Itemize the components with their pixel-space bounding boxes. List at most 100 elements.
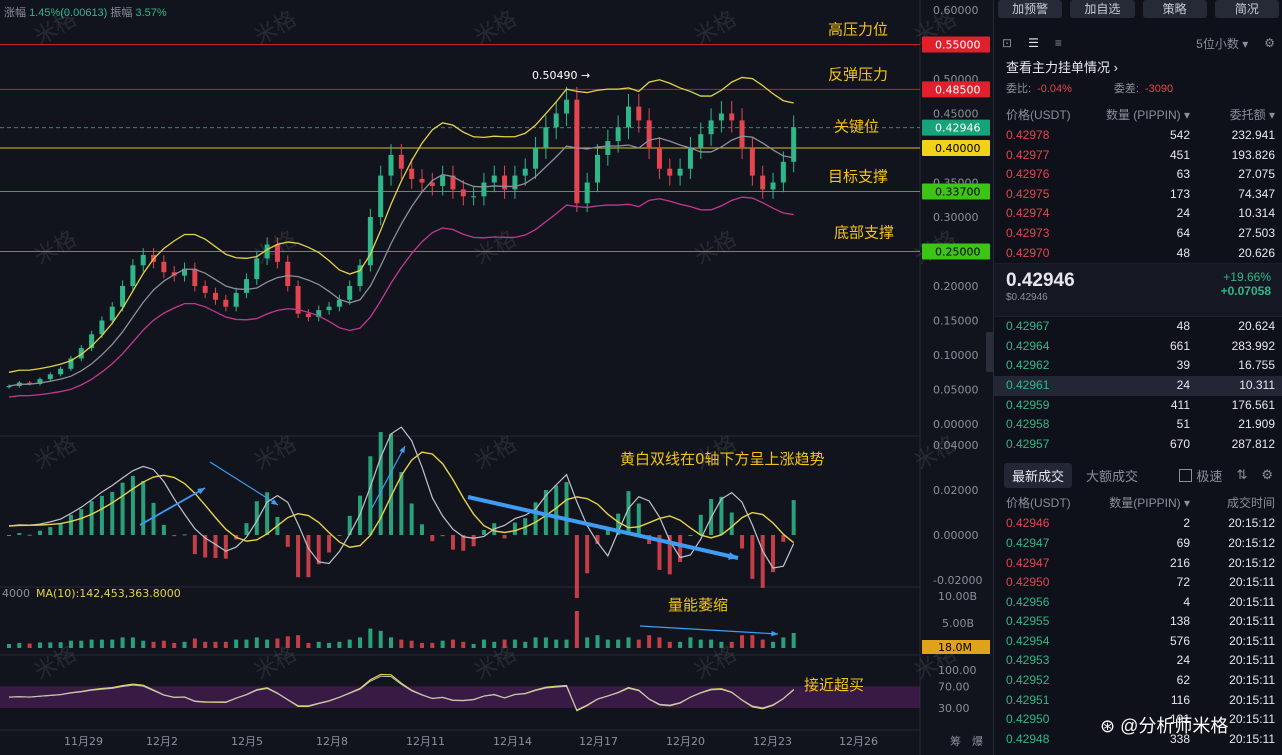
volume-bar (306, 642, 311, 648)
bid-row[interactable]: 0.42959 411 176.561 (994, 396, 1282, 416)
col-qty[interactable]: 数量 (PIPPIN) ▾ (1105, 108, 1190, 122)
macd-histogram-bar (172, 535, 177, 537)
volume-bar (450, 639, 455, 648)
volume-bar (120, 637, 125, 648)
row-qty: 48 (1176, 245, 1190, 260)
volume-bar (574, 611, 579, 648)
trend-arrow-head (728, 552, 738, 560)
kline-chart-area[interactable]: 米格米格米格米格米格米格米格米格米格米格米格米格米格米格米格米格米格米格米格米格… (0, 0, 994, 755)
bid-row[interactable]: 0.42962 39 16.755 (994, 356, 1282, 376)
row-qty: 72 (1176, 575, 1190, 590)
watermark-text: 米格 (691, 642, 742, 686)
macd-histogram-bar (440, 535, 445, 537)
decimals-select[interactable]: 5位小数 ▾ (1196, 35, 1248, 52)
candle-body (481, 182, 487, 197)
col-price: 价格(USDT) (1006, 108, 1071, 122)
macd-dif-line (8, 426, 795, 569)
ask-row[interactable]: 0.42974 24 10.314 (994, 204, 1282, 224)
volume-bar (37, 642, 42, 648)
layout-bids-icon[interactable]: ☰ (1028, 36, 1039, 50)
candle-body (780, 161, 786, 183)
strategy-button[interactable]: 策略 (1142, 0, 1207, 18)
trade-row[interactable]: 0.42950 191 20:15:11 (994, 710, 1282, 730)
chart-svg[interactable]: 米格米格米格米格米格米格米格米格米格米格米格米格米格米格米格米格米格米格米格米格… (0, 0, 993, 755)
trade-row[interactable]: 0.42947 216 20:15:12 (994, 554, 1282, 574)
price-axis-tick: 0.05000 (933, 384, 979, 397)
trade-row[interactable]: 0.42953 24 20:15:11 (994, 651, 1282, 671)
ask-row[interactable]: 0.42977 451 193.826 (994, 146, 1282, 166)
corner-label: 筹 (950, 734, 961, 748)
ask-row[interactable]: 0.42976 63 27.075 (994, 165, 1282, 185)
macd-histogram-bar (389, 433, 394, 535)
add-alert-button[interactable]: 加预警 (998, 0, 1063, 18)
macd-histogram-bar (79, 509, 84, 535)
tab-latest-trades[interactable]: 最新成交 (1004, 462, 1073, 488)
row-price: 0.42967 (1006, 319, 1050, 334)
level-tag-label: 0.42946 (935, 122, 981, 135)
volume-bar (430, 642, 435, 648)
trade-row[interactable]: 0.42952 62 20:15:11 (994, 671, 1282, 691)
chevron-down-icon: ▾ (1242, 36, 1249, 51)
trend-arrow (209, 461, 279, 506)
macd-histogram-bar (27, 534, 32, 536)
bid-row[interactable]: 0.42958 51 21.909 (994, 415, 1282, 435)
layout-asks-icon[interactable]: ≡ (1054, 36, 1062, 50)
row-amount: 74.347 (1238, 186, 1275, 201)
level-annotation: 底部支撑 (834, 224, 894, 242)
volume-bar (99, 639, 104, 648)
vol-axis-tick: 10.00B (938, 590, 977, 603)
trade-row[interactable]: 0.42951 116 20:15:11 (994, 691, 1282, 711)
pending-orders-link[interactable]: 查看主力挂单情况 › (994, 56, 1282, 80)
overview-button[interactable]: 简况 (1214, 0, 1279, 18)
tab-large-trades[interactable]: 大额成交 (1086, 468, 1139, 484)
trade-row[interactable]: 0.42946 2 20:15:12 (994, 514, 1282, 534)
watermark-text: 米格 (251, 432, 302, 476)
price-axis-tick: 0.60000 (933, 4, 979, 17)
candle-body (543, 127, 549, 148)
level-annotation: 高压力位 (828, 21, 888, 39)
col-trade-qty[interactable]: 数量(PIPPIN) ▾ (1109, 496, 1190, 511)
candle-body (161, 261, 167, 273)
bid-row[interactable]: 0.42964 661 283.992 (994, 337, 1282, 357)
candle-body (419, 179, 425, 183)
level-annotation: 反弹压力 (828, 65, 888, 83)
level-tag-bg (922, 140, 990, 156)
volume-bar (265, 639, 270, 648)
add-watchlist-button[interactable]: 加自选 (1070, 0, 1135, 18)
candle-body (667, 168, 673, 176)
bid-row[interactable]: 0.42957 670 287.812 (994, 435, 1282, 455)
row-qty: 661 (1169, 338, 1190, 353)
trend-arrow-head (771, 630, 778, 637)
layout-both-icon[interactable]: ⊡ (1002, 36, 1013, 50)
ask-row[interactable]: 0.42973 64 27.503 (994, 224, 1282, 244)
trade-row[interactable]: 0.42950 72 20:15:11 (994, 573, 1282, 593)
ask-row[interactable]: 0.42970 48 20.626 (994, 244, 1282, 264)
volume-bar (337, 641, 342, 648)
col-amount[interactable]: 委托额 ▾ (1229, 108, 1275, 122)
trade-row[interactable]: 0.42956 4 20:15:11 (994, 593, 1282, 613)
volume-bar (771, 641, 776, 648)
candle-body (6, 386, 12, 388)
macd-histogram-bar (17, 533, 22, 535)
settings-icon[interactable]: ⚙ (1261, 467, 1273, 483)
collapse-panel-handle[interactable] (986, 332, 994, 372)
fast-mode-toggle[interactable]: 极速 (1179, 466, 1222, 485)
settings-icon[interactable]: ⚙ (1264, 36, 1275, 50)
candle-body (636, 106, 642, 121)
trade-row[interactable]: 0.42955 138 20:15:11 (994, 612, 1282, 632)
level-tag-bg (922, 36, 990, 53)
trade-row[interactable]: 0.42947 69 20:15:12 (994, 534, 1282, 554)
candle-body (512, 175, 518, 190)
macd-dea-line (8, 451, 795, 548)
ask-row[interactable]: 0.42978 542 232.941 (994, 126, 1282, 146)
ask-row[interactable]: 0.42975 173 74.347 (994, 185, 1282, 205)
rsi-axis-tick: 100.00 (938, 664, 977, 677)
row-price: 0.42975 (1006, 186, 1050, 201)
bid-row[interactable]: 0.42967 48 20.624 (994, 317, 1282, 337)
vol-tag-bg (922, 640, 990, 654)
trade-row[interactable]: 0.42954 576 20:15:11 (994, 632, 1282, 652)
filter-icon[interactable]: ⇅ (1236, 467, 1248, 483)
trade-row[interactable]: 0.42948 338 20:15:11 (994, 730, 1282, 750)
bid-row[interactable]: 0.42961 24 10.311 (994, 375, 1282, 396)
volume-bar (626, 637, 631, 648)
